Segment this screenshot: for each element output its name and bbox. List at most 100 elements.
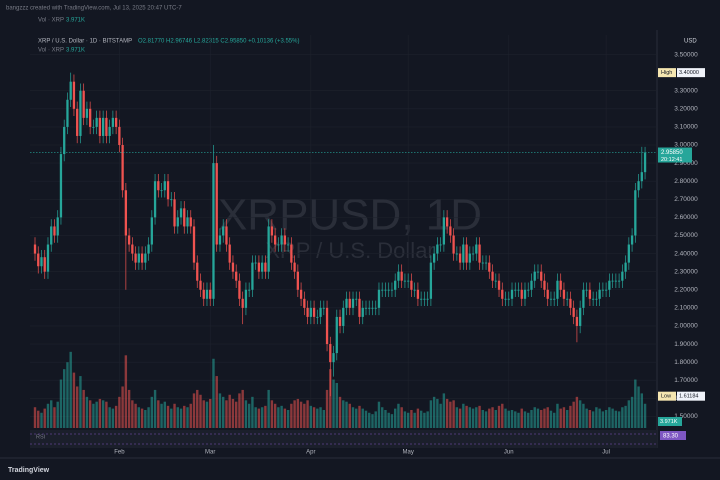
volume-bar xyxy=(63,369,66,428)
candle-body xyxy=(225,226,228,245)
candle-body xyxy=(43,257,46,272)
volume-bar xyxy=(621,407,624,428)
volume-bar xyxy=(419,410,423,428)
volume-bar xyxy=(251,396,254,428)
candle-body xyxy=(111,117,115,127)
volume-bar xyxy=(436,398,439,428)
candle-body xyxy=(82,90,85,118)
volume-bar xyxy=(118,396,121,428)
volume-bar xyxy=(604,410,608,428)
vol-legend: Vol · XRP xyxy=(38,48,64,54)
candle-body xyxy=(209,289,212,299)
candle-body xyxy=(189,217,192,227)
volume-bar xyxy=(205,401,209,428)
volume-bar xyxy=(270,400,274,428)
volume-bar xyxy=(637,386,640,428)
candle-body xyxy=(46,244,50,272)
volume-bar xyxy=(140,408,144,428)
y-tick-label: 2.00000 xyxy=(674,323,698,330)
volume-bar xyxy=(591,411,595,428)
candle-body xyxy=(192,226,196,263)
candle-body xyxy=(63,126,66,155)
candle-body xyxy=(40,257,43,267)
volume-bar xyxy=(95,401,98,428)
candle-body xyxy=(153,181,157,218)
volume-bar xyxy=(465,405,468,428)
candle-body xyxy=(131,244,134,254)
candle-body xyxy=(196,262,199,281)
volume-bar xyxy=(387,412,390,428)
volume-bar xyxy=(105,401,108,428)
volume-bar xyxy=(384,410,387,428)
candle-body xyxy=(299,289,303,299)
candle-body xyxy=(69,81,72,100)
y-tick-label: 3.00000 xyxy=(674,142,698,149)
candle-body xyxy=(105,117,108,136)
candle-body xyxy=(322,307,325,309)
volume-bar xyxy=(166,405,170,428)
volume-bar xyxy=(322,410,326,428)
volume-bar xyxy=(267,389,270,428)
volume-bar xyxy=(144,410,147,428)
candle-body xyxy=(72,81,76,109)
ohlc-legend: O2.81770 H2.96746 L2.82315 C2.95850 +0.1… xyxy=(138,39,299,45)
volume-bar xyxy=(565,410,569,428)
candle-body xyxy=(199,280,202,290)
volume-bar xyxy=(46,403,50,428)
candle-body xyxy=(387,289,390,291)
x-tick-label: Feb xyxy=(114,450,125,456)
candle-body xyxy=(455,253,458,255)
candle-body xyxy=(37,253,40,267)
candle-body xyxy=(530,280,533,290)
volume-bar xyxy=(150,396,154,428)
volume-bar xyxy=(536,408,540,428)
volume-bar xyxy=(595,407,598,428)
candle-body xyxy=(173,199,176,227)
candle-body xyxy=(248,289,251,291)
candle-body xyxy=(296,271,299,290)
candle-body xyxy=(381,289,384,291)
candle-body xyxy=(449,226,452,236)
rsi-value: 83.30 xyxy=(663,434,679,440)
volume-bar xyxy=(176,407,179,428)
watermark-sub: XRP / U.S. Dollar xyxy=(265,238,435,263)
volume-bar xyxy=(40,412,43,428)
volume-bar xyxy=(179,408,183,428)
candle-body xyxy=(510,289,514,299)
volume-bar xyxy=(212,358,215,428)
vol-legend-top: Vol · XRP xyxy=(38,18,64,24)
candle-body xyxy=(342,307,345,326)
volume-bar xyxy=(183,405,186,428)
volume-bar xyxy=(257,408,261,428)
candle-body xyxy=(585,289,588,291)
volume-bar xyxy=(247,403,251,428)
candle-body xyxy=(630,235,634,245)
candle-body xyxy=(108,126,111,136)
candle-body xyxy=(238,280,241,299)
candle-body xyxy=(640,172,643,182)
vol-legend-top-value: 3.971K xyxy=(66,18,85,24)
candle-body xyxy=(76,108,79,136)
candle-body xyxy=(617,280,621,282)
credit: bangzzz created with TradingView.com, Ju… xyxy=(6,6,182,12)
candle-body xyxy=(235,271,238,281)
y-tick-label: 2.50000 xyxy=(674,232,698,239)
volume-bar xyxy=(75,386,79,428)
volume-bar xyxy=(533,407,536,428)
candle-body xyxy=(176,217,179,227)
candle-body xyxy=(89,108,92,127)
volume-bar xyxy=(241,389,244,428)
candle-body xyxy=(458,253,462,263)
candle-body xyxy=(397,271,400,281)
x-tick-label: May xyxy=(403,450,414,456)
volume-bar xyxy=(634,379,637,428)
volume-bar xyxy=(361,408,364,428)
volume-bar xyxy=(277,407,280,428)
candle-body xyxy=(604,289,608,291)
candle-body xyxy=(160,190,163,192)
candle-body xyxy=(601,289,605,291)
candle-body xyxy=(257,262,261,272)
candle-body xyxy=(163,181,166,191)
candle-body xyxy=(118,126,121,146)
candle-body xyxy=(157,181,160,191)
